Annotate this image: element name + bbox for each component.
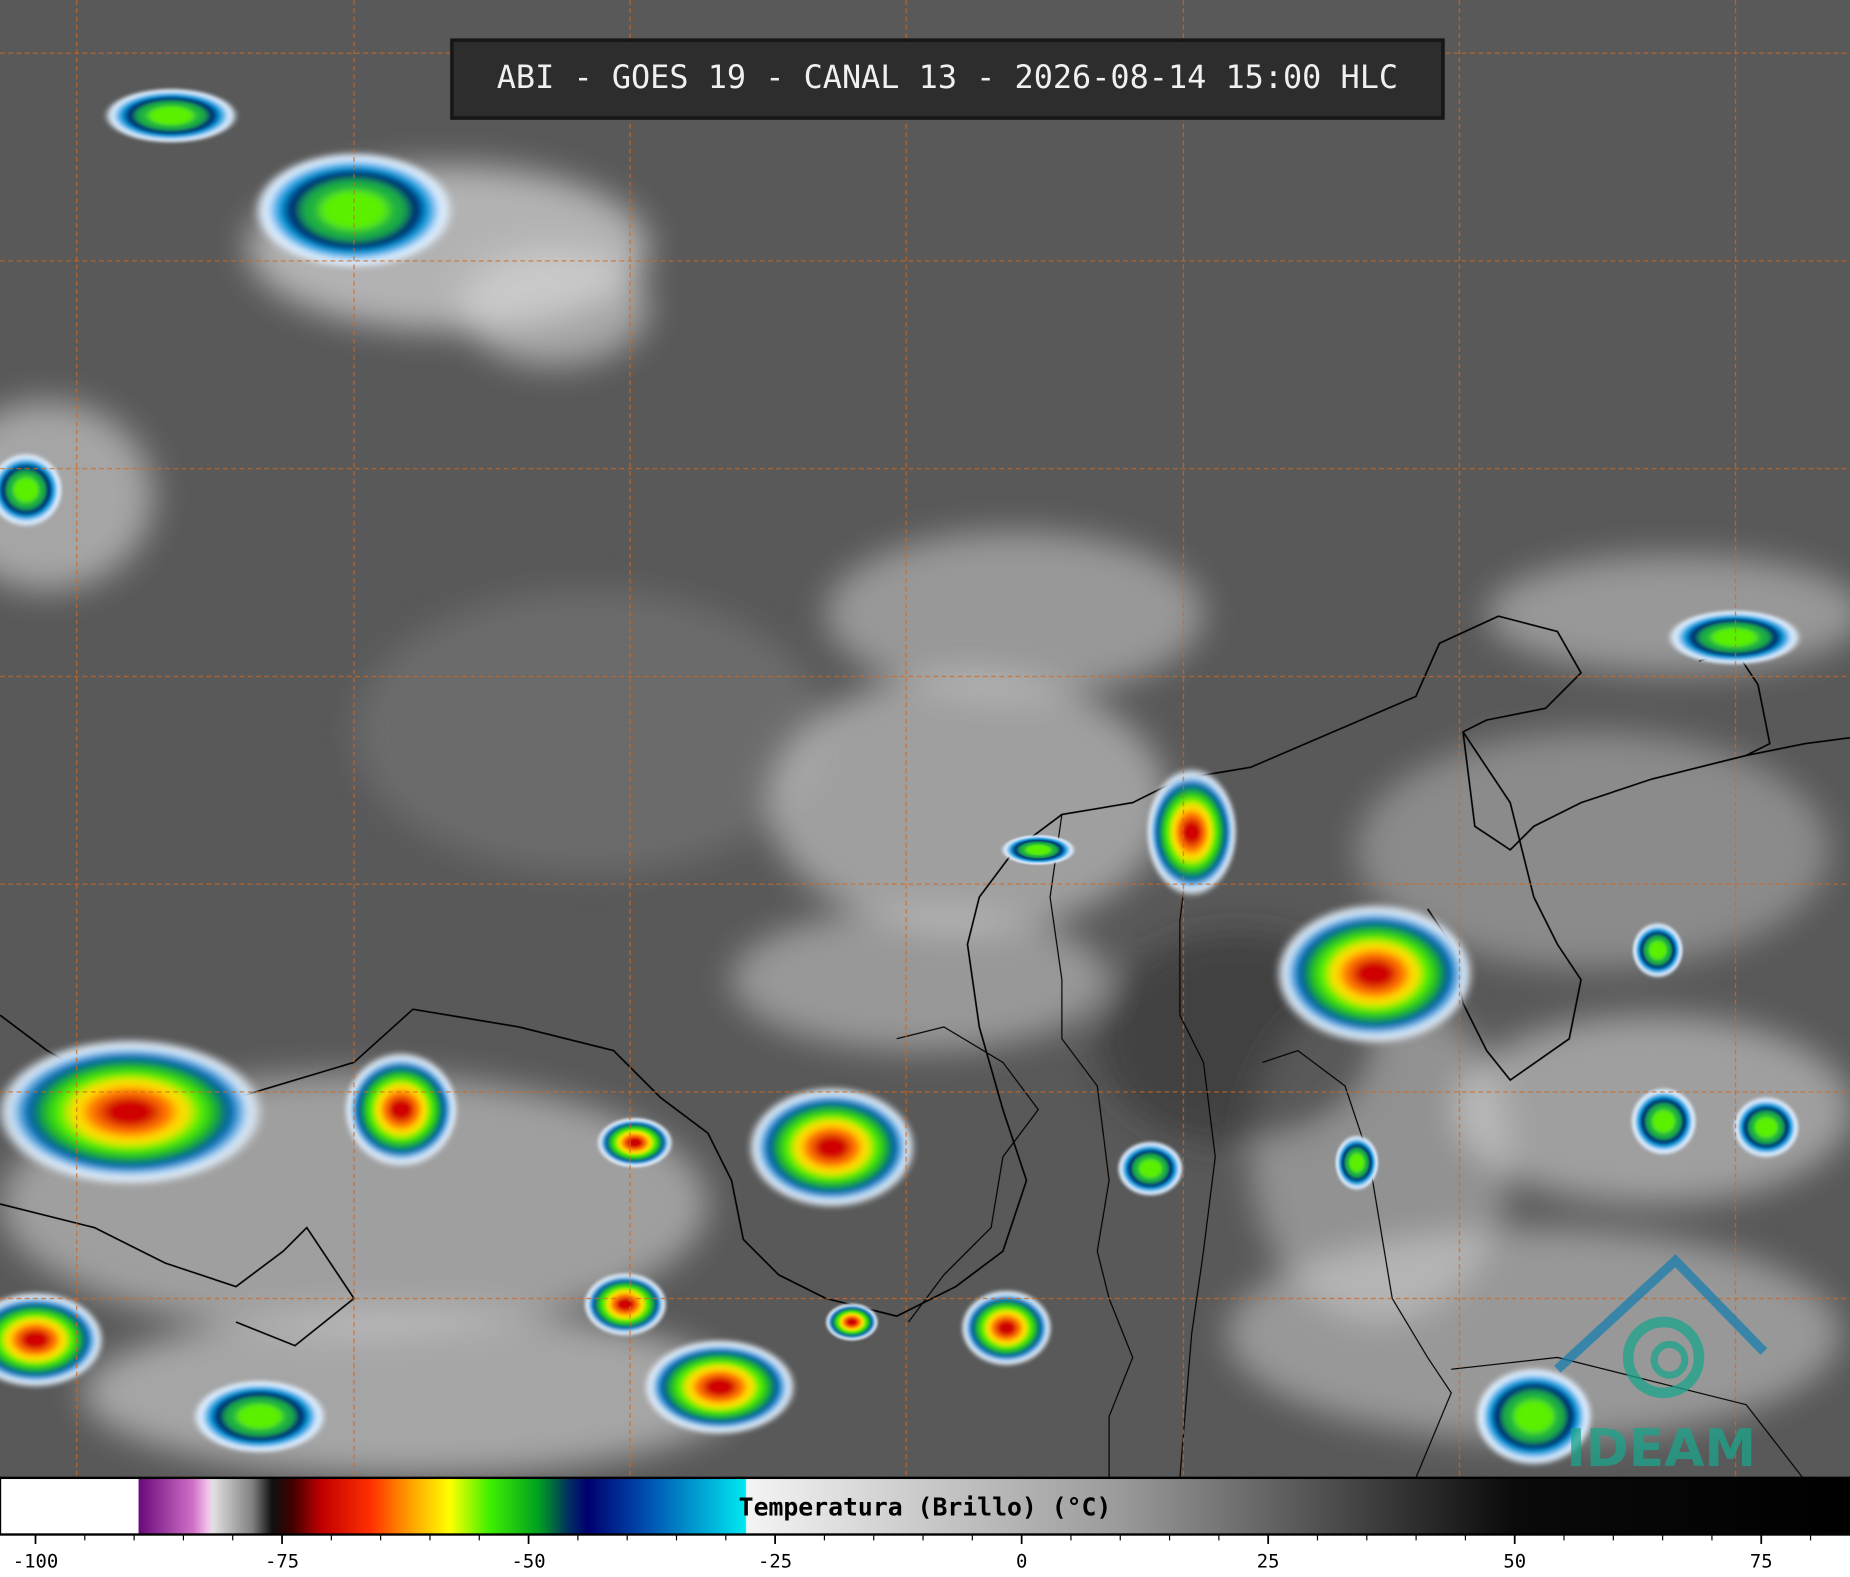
storm — [598, 1118, 671, 1167]
storm — [1148, 771, 1236, 894]
storm — [751, 1089, 912, 1206]
storm — [346, 1054, 456, 1164]
tick-label: 0 — [1016, 1551, 1027, 1573]
cell — [1118, 1142, 1182, 1195]
logo-text: IDEAM — [1566, 1419, 1756, 1479]
tick-label: -50 — [512, 1551, 546, 1573]
title-box: ABI - GOES 19 - CANAL 13 - 2026-08-14 15… — [450, 38, 1445, 120]
logo-roof — [1554, 1254, 1768, 1373]
cell — [196, 1381, 323, 1452]
title: ABI - GOES 19 - CANAL 13 - 2026-08-14 15… — [497, 58, 1398, 96]
storm — [585, 1274, 665, 1335]
graticule — [0, 0, 1850, 1478]
storm — [647, 1341, 793, 1433]
title-background — [450, 38, 1445, 120]
tick-label: -75 — [265, 1551, 299, 1573]
tick-label: 50 — [1503, 1551, 1526, 1573]
cell — [1633, 924, 1683, 977]
logo: IDEAM — [1554, 1254, 1768, 1479]
colorbar: Temperatura (Brillo) (°C) -100 -75 -50 -25 0… — [0, 1476, 1850, 1577]
cell — [107, 89, 234, 142]
colorbar-scale — [0, 1476, 1850, 1536]
storm — [2, 1041, 258, 1182]
tick-label: 25 — [1257, 1551, 1280, 1573]
storm — [1279, 906, 1469, 1041]
cell — [1632, 1089, 1696, 1154]
cell — [1003, 835, 1074, 865]
logo-swirl — [1650, 1340, 1689, 1379]
cell — [1336, 1136, 1378, 1189]
cell — [1671, 611, 1798, 664]
tick-label: 75 — [1750, 1551, 1773, 1573]
tick-label: -100 — [13, 1551, 58, 1573]
colorbar-label: Temperatura (Brillo) (°C) — [739, 1493, 1112, 1522]
storm — [826, 1304, 877, 1341]
tick-label: -25 — [758, 1551, 792, 1573]
storm — [963, 1291, 1051, 1365]
cell — [1734, 1098, 1798, 1157]
logo-swirl — [1622, 1316, 1705, 1399]
